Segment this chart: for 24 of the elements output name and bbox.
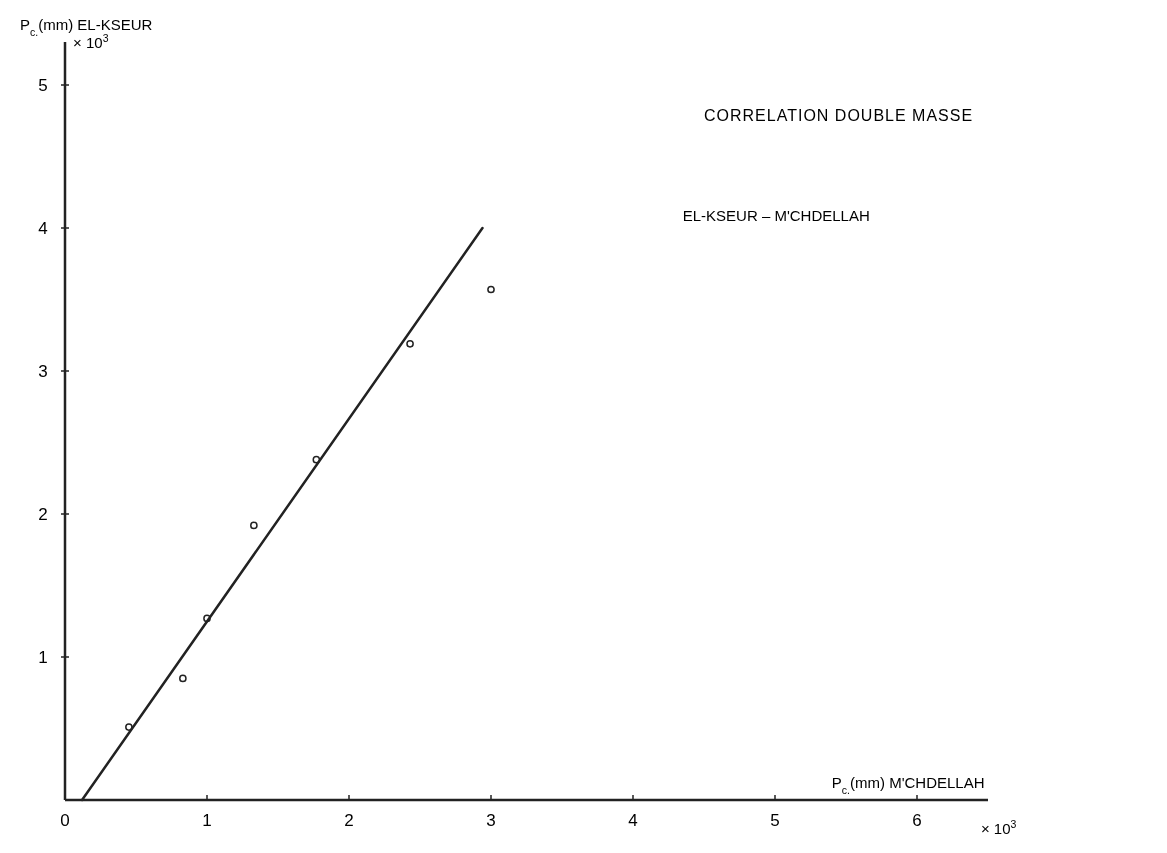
x-tick-label: 2 <box>344 811 354 830</box>
x-tick-label: 5 <box>770 811 780 830</box>
text: EL-KSEUR – M'CHDELLAH <box>682 206 870 224</box>
y-tick-label: 1 <box>38 648 48 667</box>
x-tick-label: 6 <box>912 811 922 830</box>
point <box>406 340 414 348</box>
x-tick-label: 4 <box>628 811 638 830</box>
point <box>250 521 258 530</box>
x-axis-title: P$_{c.}$(mm) M'CHDELLAH <box>831 774 985 796</box>
x-tick-label: 0 <box>60 811 70 830</box>
y-tick-label: 3 <box>38 362 48 381</box>
text: × 10$^{3}$ <box>980 818 1017 837</box>
point <box>203 614 211 623</box>
y-tick-label: 4 <box>38 219 48 238</box>
y-tick-label: 2 <box>38 505 48 524</box>
point <box>312 455 321 464</box>
point <box>179 674 187 683</box>
x-tick-label: 1 <box>202 811 212 830</box>
point <box>125 723 133 731</box>
point <box>487 285 495 294</box>
text: CORRELATION DOUBLE MASSE <box>704 106 974 124</box>
x-tick-label: 3 <box>486 811 496 830</box>
annotation: × 10$^{3}$ <box>73 32 109 51</box>
y-tick-label: 5 <box>38 76 48 95</box>
